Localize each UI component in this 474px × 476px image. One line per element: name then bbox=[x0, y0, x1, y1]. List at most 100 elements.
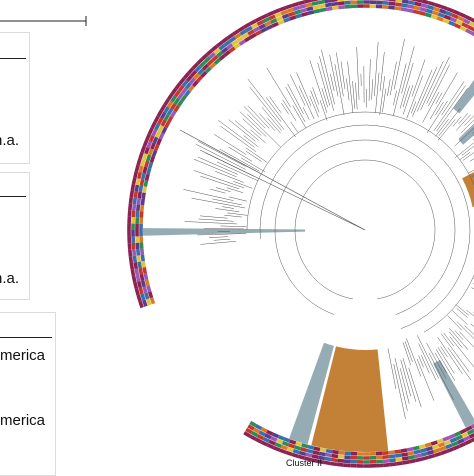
tip-branch bbox=[313, 87, 319, 104]
ring-tile bbox=[331, 454, 338, 458]
ring-tile bbox=[140, 242, 144, 248]
ring-tile bbox=[144, 273, 149, 280]
ring-tile bbox=[144, 180, 149, 187]
ring-tile bbox=[394, 449, 401, 453]
tip-branch bbox=[246, 148, 267, 162]
ring-tile bbox=[337, 459, 344, 463]
tip-branch bbox=[250, 87, 284, 129]
ring-tile bbox=[331, 458, 338, 462]
ring-tile bbox=[141, 192, 146, 199]
ring-tile bbox=[344, 455, 351, 459]
ring-tile bbox=[136, 204, 140, 211]
ring-tile bbox=[133, 256, 137, 263]
tip-branch bbox=[456, 115, 470, 131]
ring-tile bbox=[345, 5, 352, 9]
ring-tile bbox=[129, 197, 133, 204]
ring-tile bbox=[128, 250, 132, 257]
ring-tile bbox=[395, 0, 402, 3]
tip-branch bbox=[291, 122, 298, 132]
tip-branch bbox=[393, 64, 406, 116]
ring-tile bbox=[383, 463, 390, 467]
ring-tile bbox=[319, 4, 326, 9]
ring-tile bbox=[376, 4, 382, 8]
scale-bar bbox=[0, 16, 86, 26]
tip-branch bbox=[244, 106, 265, 128]
ring-tile bbox=[130, 263, 135, 270]
tip-branch bbox=[206, 153, 254, 176]
ring-tile bbox=[401, 3, 408, 8]
ring-tile bbox=[382, 455, 389, 459]
tip-branch bbox=[281, 103, 288, 114]
ring-tile bbox=[401, 452, 408, 457]
ring-tile bbox=[133, 262, 138, 269]
tip-branch bbox=[348, 62, 353, 113]
ring-tile bbox=[382, 1, 389, 5]
ring-tile bbox=[332, 6, 339, 10]
tip-branch bbox=[456, 304, 469, 315]
tip-branch bbox=[246, 151, 262, 161]
ring-tile bbox=[376, 456, 383, 460]
tip-branch bbox=[322, 88, 328, 107]
tip-branch bbox=[403, 85, 413, 115]
legend-panel-3-rule bbox=[0, 337, 52, 338]
ring-tile bbox=[350, 460, 357, 464]
ring-tile bbox=[395, 2, 402, 6]
ring-tile bbox=[313, 450, 320, 455]
tip-branch bbox=[421, 61, 444, 110]
tip-branch bbox=[455, 331, 463, 340]
ring-tile bbox=[131, 269, 136, 276]
ring-tile bbox=[139, 224, 143, 230]
ring-tile bbox=[376, 452, 382, 456]
ring-tile bbox=[140, 211, 144, 217]
ring-tile bbox=[389, 454, 396, 458]
tip-branch bbox=[185, 221, 237, 223]
ring-tile bbox=[128, 210, 132, 217]
tip-branch bbox=[403, 86, 410, 107]
ring-tile bbox=[338, 455, 345, 459]
ring-tile bbox=[138, 185, 143, 192]
ring-tile bbox=[134, 185, 139, 192]
tip-branch bbox=[196, 144, 246, 169]
tip-branch bbox=[220, 226, 246, 227]
ring-tile bbox=[389, 0, 396, 2]
tip-branch bbox=[403, 358, 416, 402]
ring-tile bbox=[134, 268, 139, 275]
tip-branch bbox=[427, 57, 450, 104]
tip-branch bbox=[267, 68, 291, 107]
ring-tile bbox=[395, 453, 402, 457]
ring-tile bbox=[344, 459, 351, 463]
ring-tile bbox=[389, 458, 396, 462]
tip-branch bbox=[283, 100, 296, 121]
legend-panel-2-rule bbox=[0, 196, 26, 197]
tip-branch bbox=[372, 79, 373, 99]
tip-branch bbox=[394, 364, 406, 419]
ring-tile bbox=[338, 5, 345, 9]
ring-tile bbox=[139, 236, 143, 242]
ring-tile bbox=[363, 464, 370, 468]
ring-tile bbox=[325, 3, 332, 8]
tip-branch bbox=[183, 189, 233, 200]
ring-tile bbox=[132, 249, 136, 256]
ring-tile bbox=[338, 1, 345, 5]
legend-region-label-2: merica bbox=[0, 412, 45, 429]
ring-tile bbox=[132, 243, 136, 250]
ring-tile bbox=[351, 452, 357, 456]
ring-tile bbox=[351, 0, 358, 4]
ring-tile bbox=[318, 0, 325, 5]
clade-wedge-grey-3 bbox=[143, 228, 305, 236]
tip-branch bbox=[303, 107, 309, 120]
tip-branch bbox=[387, 79, 390, 96]
ring-tile bbox=[127, 237, 131, 244]
tip-branch bbox=[346, 78, 349, 100]
ring-tile bbox=[343, 463, 350, 467]
tip-branch bbox=[394, 39, 404, 89]
tip-branch bbox=[222, 207, 234, 209]
ring-tile bbox=[313, 5, 320, 10]
tip-branch bbox=[427, 101, 447, 133]
tip-branch bbox=[435, 102, 443, 115]
ring-tile bbox=[337, 463, 344, 467]
tip-branch bbox=[449, 332, 462, 348]
tip-branch bbox=[269, 96, 281, 112]
ring-tile bbox=[394, 6, 401, 10]
